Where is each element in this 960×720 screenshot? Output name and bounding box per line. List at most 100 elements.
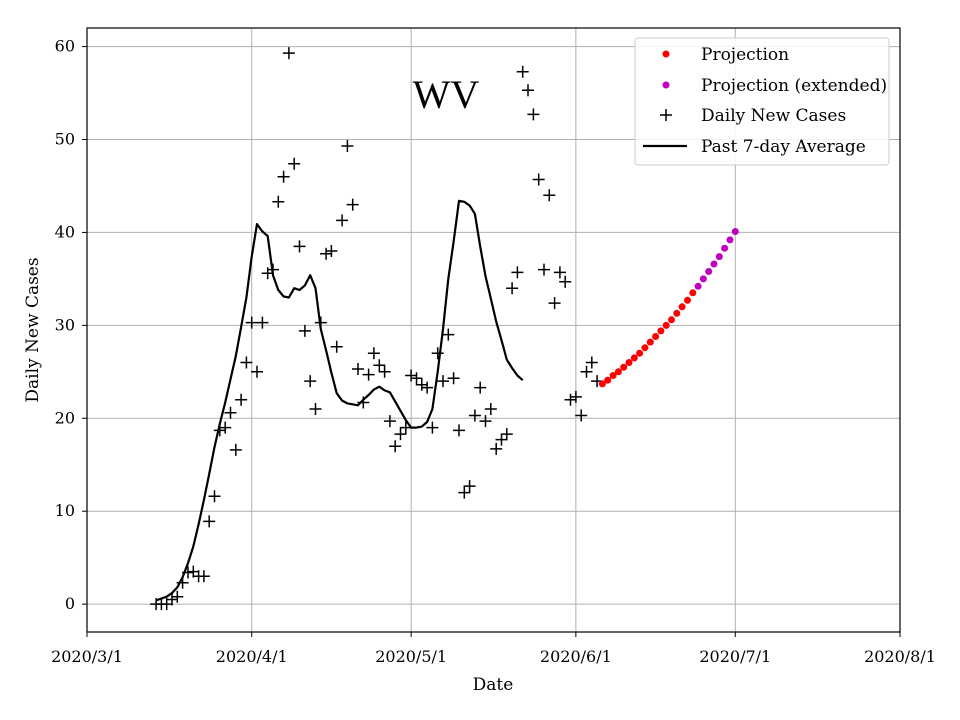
y-tick-label: 20 (55, 408, 75, 427)
daily-marker (367, 347, 380, 360)
projection-extended-dot (699, 275, 707, 283)
projection-dot (689, 289, 697, 297)
daily-marker (256, 316, 269, 329)
daily-marker (548, 297, 561, 310)
daily-marker (564, 393, 577, 406)
projection-dot (673, 309, 681, 317)
x-tick-label: 2020/4/1 (216, 647, 288, 666)
projection-extended-dot (705, 268, 713, 275)
daily-marker (421, 381, 434, 394)
daily-marker (224, 406, 237, 419)
average-line (155, 199, 524, 602)
daily-marker (341, 140, 354, 152)
x-tick-label: 2020/6/1 (540, 647, 612, 666)
projection-dot (604, 376, 612, 384)
projection-dot (668, 316, 675, 324)
daily-marker (373, 359, 386, 372)
projection-extended-dot (694, 282, 702, 290)
projection-dot (630, 354, 638, 362)
daily-marker (293, 240, 306, 253)
legend-label-average: Past 7-day Average (701, 137, 866, 157)
projection-dot (657, 327, 665, 335)
projection-extended-dot (715, 253, 723, 261)
axis-ticks: 2020/3/1 2020/4/1 2020/5/1 2020/6/1 2020/7/1… (51, 37, 936, 666)
legend-marker-projection (662, 50, 670, 58)
average-series (155, 199, 524, 602)
daily-marker (304, 375, 317, 388)
x-tick-label: 2020/3/1 (51, 647, 123, 666)
daily-marker (580, 365, 593, 378)
legend-marker-daily (660, 109, 672, 121)
daily-marker (468, 409, 481, 422)
daily-marker (336, 214, 349, 227)
daily-marker (442, 328, 455, 341)
daily-marker (352, 363, 364, 375)
y-tick-label: 40 (55, 222, 75, 241)
daily-marker (251, 365, 263, 378)
daily-marker (171, 590, 184, 603)
daily-marker (569, 390, 582, 403)
daily-marker (484, 403, 497, 415)
daily-marker (197, 570, 210, 583)
projection-extended-dot (731, 228, 739, 235)
legend-label-projection-extended: Projection (extended) (701, 76, 887, 96)
projection-dot (614, 368, 622, 376)
daily-marker (288, 157, 301, 170)
projection-dot (678, 303, 686, 311)
y-tick-label: 50 (55, 130, 75, 149)
daily-marker (182, 566, 194, 579)
daily-marker (314, 316, 327, 329)
y-tick-label: 30 (55, 315, 75, 334)
daily-marker (511, 266, 524, 279)
legend-label-projection: Projection (701, 45, 789, 65)
projection-dot (636, 349, 644, 357)
daily-marker (431, 347, 444, 360)
projection-dot (662, 321, 670, 329)
legend-box (634, 37, 890, 166)
legend-marker-projection-extended (662, 81, 670, 89)
daily-marker (458, 486, 471, 499)
daily-marker (346, 198, 359, 211)
daily-marker (453, 424, 465, 437)
plot-frame (86, 27, 901, 633)
projection-dot (652, 333, 660, 340)
x-tick-label: 2020/8/1 (864, 647, 936, 666)
x-axis-title: Date (473, 675, 514, 695)
daily-marker (235, 393, 248, 406)
daily-marker (267, 263, 279, 276)
daily-marker (213, 424, 226, 437)
legend: Projection Projection (extended) Daily N… (634, 37, 890, 166)
projection-series (598, 228, 739, 388)
projection-dot (646, 338, 654, 346)
projection-dot (625, 359, 633, 366)
daily-marker (394, 428, 407, 441)
daily-marker (320, 247, 333, 260)
daily-marker (538, 263, 550, 276)
daily-marker (516, 65, 529, 78)
daily-marker (219, 421, 232, 434)
daily-marker (522, 84, 534, 97)
daily-marker (495, 433, 508, 446)
daily-marker (527, 108, 540, 121)
daily-marker (437, 375, 449, 388)
daily-marker (426, 421, 439, 434)
daily-marker (389, 440, 402, 453)
x-tick-label: 2020/5/1 (375, 647, 447, 666)
daily-marker (410, 372, 423, 385)
daily-marker (399, 421, 412, 434)
daily-marker (532, 173, 545, 186)
projection-dot (620, 363, 628, 371)
daily-marker (240, 356, 253, 369)
projection-dot (684, 296, 691, 304)
daily-series (150, 47, 604, 611)
daily-marker (272, 195, 285, 208)
projection-extended-dot (710, 260, 718, 268)
y-tick-label: 10 (55, 501, 75, 520)
projection-extended-dot (721, 244, 729, 252)
daily-marker (479, 415, 492, 428)
daily-marker (208, 490, 221, 503)
daily-marker (405, 369, 418, 382)
projection-dot (609, 372, 617, 379)
daily-marker (490, 442, 503, 455)
